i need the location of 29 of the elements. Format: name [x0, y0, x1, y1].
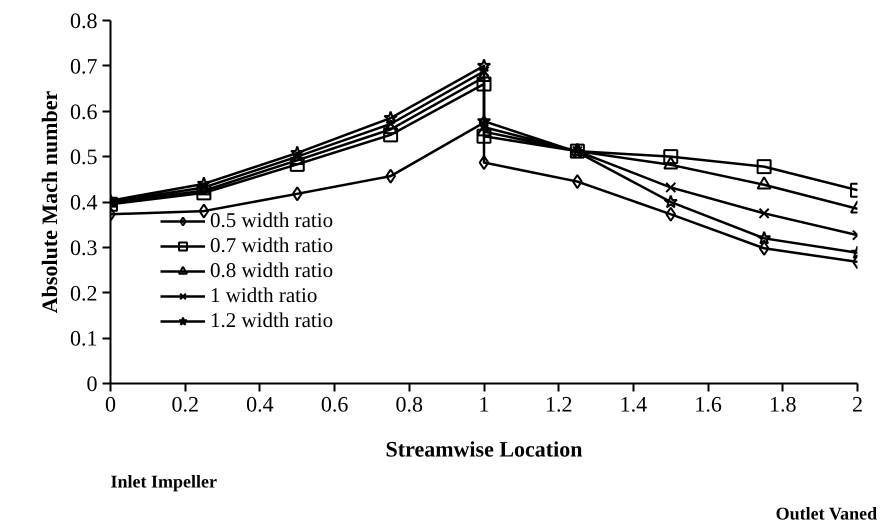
y-tick-label: 0.2	[70, 280, 98, 306]
legend-label: 1.2 width ratio	[210, 308, 334, 333]
text: Outlet Vaned	[776, 504, 878, 524]
x-tick-label: 1.6	[694, 392, 722, 416]
x-tick-label: 1.8	[769, 392, 797, 416]
x-tick-label: 0.2	[171, 392, 199, 416]
x-tick-label: 1.4	[620, 392, 648, 416]
y-tick-label: 0.7	[70, 53, 98, 78]
x-tick-label: 0.4	[246, 392, 274, 416]
x-tick-label: 1.2	[544, 392, 572, 416]
x-tick-label: 0	[105, 392, 116, 416]
x-tick-label: 0.8	[396, 392, 424, 416]
y-tick-label: 0.5	[70, 144, 98, 170]
x-tick-label: 0.6	[320, 392, 348, 416]
y-tick-label: 0.4	[70, 190, 98, 214]
y-tick-label: 0.1	[70, 326, 98, 351]
x-tick-label: 1	[478, 392, 490, 416]
y-axis-title: Absolute Mach number	[37, 90, 62, 314]
x-tick-label: 2	[852, 392, 863, 416]
legend-label: 0.7 width ratio	[210, 233, 334, 258]
text: Inlet Impeller	[110, 472, 217, 492]
y-tick-label: 0	[86, 371, 98, 396]
legend-label: 0.8 width ratio	[210, 258, 334, 283]
y-tick-label: 0.8	[70, 8, 98, 33]
y-tick-label: 0.6	[70, 98, 98, 124]
y-tick-label: 0.3	[70, 234, 98, 260]
legend-label: 1 width ratio	[210, 283, 318, 308]
legend-label: 0.5 width ratio	[210, 208, 334, 233]
x-axis-title: Streamwise Location	[386, 436, 582, 462]
